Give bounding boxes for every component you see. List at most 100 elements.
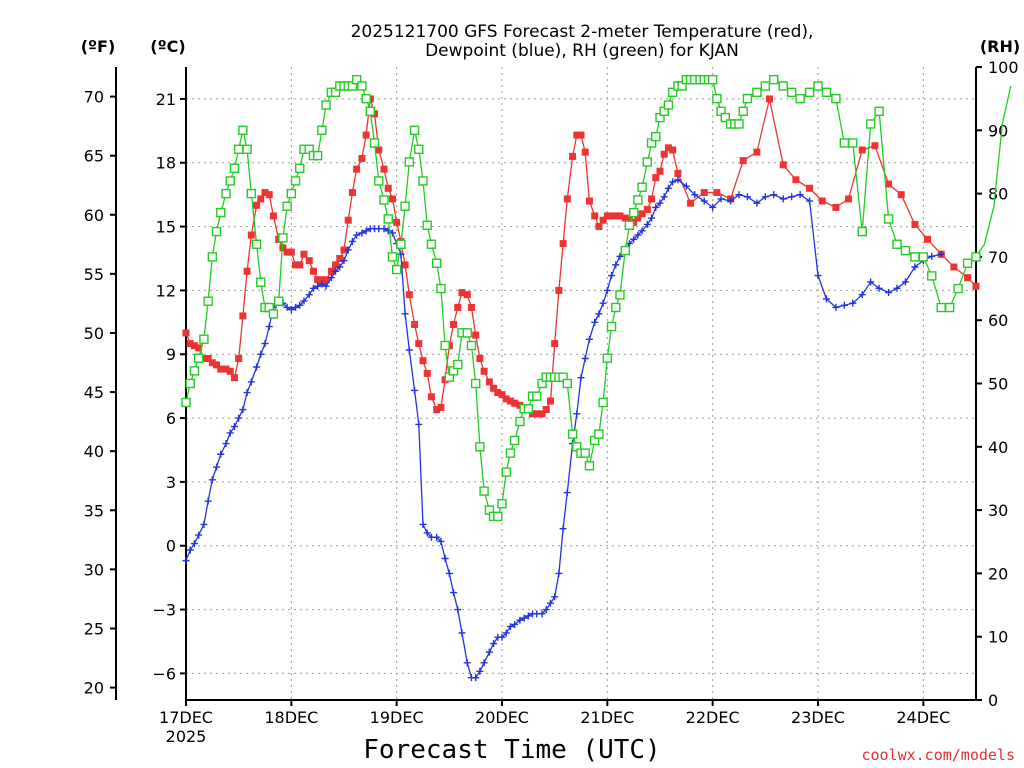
data-point <box>770 191 778 199</box>
data-point <box>581 354 589 362</box>
axis-ticks: −6−3036912151821202530354045505560657001… <box>84 58 1019 746</box>
data-point <box>361 93 371 104</box>
data-point <box>238 125 248 136</box>
data-point <box>752 87 762 98</box>
data-point <box>845 195 853 203</box>
data-point <box>911 263 919 271</box>
data-point <box>247 231 255 239</box>
data-point <box>314 282 322 290</box>
data-point <box>893 284 901 292</box>
x-tick-label: 17DEC <box>159 708 213 727</box>
data-point <box>208 359 216 367</box>
data-point <box>664 184 672 192</box>
data-point <box>431 258 442 268</box>
celsius-tick-label: 6 <box>166 409 176 428</box>
data-point <box>393 218 401 226</box>
data-point <box>656 199 664 207</box>
data-point <box>454 606 462 614</box>
data-point <box>292 303 300 311</box>
data-point <box>409 125 420 136</box>
data-point <box>440 340 450 351</box>
data-point <box>674 176 682 184</box>
data-point <box>621 214 629 222</box>
data-point <box>391 264 402 275</box>
data-point <box>501 467 511 477</box>
celsius-axis-label: (ºC) <box>150 37 185 56</box>
data-point <box>580 448 590 458</box>
data-point <box>523 404 534 414</box>
data-point <box>532 391 542 401</box>
data-point <box>485 378 493 386</box>
data-point <box>296 261 304 269</box>
data-point <box>804 87 815 98</box>
data-point <box>766 95 774 103</box>
data-point <box>620 245 630 256</box>
data-point <box>216 207 226 218</box>
data-point <box>261 340 269 348</box>
data-point <box>832 303 840 311</box>
data-point <box>253 363 261 371</box>
celsius-tick-label: 18 <box>156 154 176 173</box>
data-point <box>321 100 331 110</box>
data-point <box>520 614 528 622</box>
fahrenheit-tick-label: 45 <box>84 383 104 402</box>
data-point <box>814 272 822 280</box>
data-point <box>369 138 380 148</box>
data-point <box>190 342 198 350</box>
data-point <box>818 197 826 205</box>
data-point <box>821 87 832 98</box>
x-tick-label: 24DEC <box>896 708 950 727</box>
data-point <box>865 119 876 129</box>
data-point <box>874 106 884 117</box>
data-point <box>953 283 963 294</box>
data-point <box>348 237 356 245</box>
data-point <box>422 220 432 230</box>
data-point <box>849 299 857 307</box>
data-point <box>348 189 356 197</box>
data-point <box>358 229 366 237</box>
data-point <box>387 252 398 262</box>
data-point <box>405 291 413 299</box>
source-credit[interactable]: coolwx.com/models <box>861 746 1015 764</box>
data-point <box>964 274 972 282</box>
data-point <box>663 100 674 110</box>
celsius-tick-label: −3 <box>152 601 176 620</box>
data-point <box>648 214 656 222</box>
data-point <box>669 178 677 186</box>
data-point <box>336 254 344 262</box>
data-point <box>551 593 559 601</box>
data-point <box>883 214 894 224</box>
data-point <box>498 633 506 641</box>
data-point <box>634 214 642 222</box>
data-point <box>598 397 608 408</box>
fahrenheit-tick-label: 35 <box>84 501 104 520</box>
data-point <box>199 334 209 344</box>
data-point <box>204 497 212 505</box>
data-point <box>652 174 660 182</box>
data-point <box>415 340 423 348</box>
data-point <box>226 367 234 375</box>
rh-tick-label: 80 <box>988 185 1008 204</box>
fahrenheit-tick-label: 40 <box>84 442 104 461</box>
data-point <box>538 410 546 418</box>
data-point <box>195 531 203 539</box>
data-point <box>332 267 340 275</box>
data-point <box>538 610 546 618</box>
data-point <box>261 189 269 197</box>
data-point <box>195 344 203 352</box>
data-point <box>611 302 621 313</box>
data-point <box>384 184 392 192</box>
rh-axis-label: (RH) <box>980 37 1020 56</box>
data-point <box>524 612 532 620</box>
data-point <box>562 378 573 389</box>
data-point <box>314 276 322 284</box>
data-point <box>739 157 747 165</box>
data-point <box>506 397 514 405</box>
data-point <box>292 261 300 269</box>
data-point <box>388 195 396 203</box>
data-point <box>257 350 265 358</box>
data-point <box>577 374 585 382</box>
data-point <box>511 620 519 628</box>
data-point <box>682 182 690 190</box>
data-point <box>720 112 731 123</box>
